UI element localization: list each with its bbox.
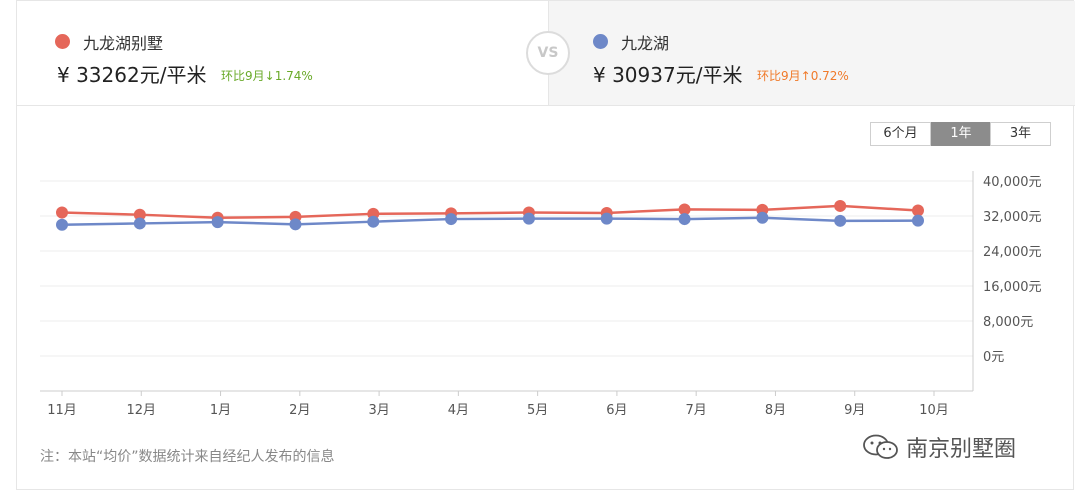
average-price: ¥ 33262元/平米 [57, 63, 207, 87]
x-tick-label: 1月 [210, 403, 231, 418]
data-point[interactable] [56, 206, 68, 219]
x-tick-label: 3月 [368, 403, 389, 418]
month-change: 环比9月↓1.74% [221, 69, 313, 83]
community-name: 九龙湖别墅 [83, 34, 164, 53]
data-point[interactable] [834, 214, 847, 227]
x-tick-label: 7月 [686, 403, 707, 418]
range-tab-1-year[interactable]: 1年 [931, 122, 991, 146]
range-tab-6-months[interactable]: 6个月 [870, 122, 931, 146]
price-compare-card: 九龙湖别墅 ¥ 33262元/平米 环比9月↓1.74% 九龙湖 ¥ 30937… [16, 0, 1075, 490]
watermark-text: 南京别墅圈 [906, 437, 1017, 462]
data-point[interactable] [912, 214, 924, 227]
month-change: 环比9月↑0.72% [757, 69, 849, 83]
y-tick-label: 8,000元 [983, 315, 1033, 330]
data-point[interactable] [367, 215, 380, 228]
series-color-dot [593, 34, 608, 49]
data-point[interactable] [756, 211, 769, 224]
compare-right-panel: 九龙湖 ¥ 30937元/平米 环比9月↑0.72% [548, 1, 1075, 106]
data-source-note: 注：本站“均价”数据统计来自经纪人发布的信息 [40, 449, 335, 465]
y-tick-label: 24,000元 [983, 245, 1042, 260]
community-name: 九龙湖 [621, 34, 670, 53]
x-tick-label: 4月 [448, 403, 469, 418]
x-tick-label: 11月 [47, 403, 77, 418]
data-point[interactable] [912, 204, 924, 217]
y-tick-label: 0元 [983, 350, 1004, 365]
data-point[interactable] [678, 203, 691, 216]
x-tick-label: 2月 [289, 403, 310, 418]
data-point[interactable] [678, 213, 691, 226]
x-tick-label: 9月 [844, 403, 865, 418]
data-point[interactable] [445, 213, 458, 226]
data-point[interactable] [834, 199, 847, 212]
series-line-villa [61, 204, 919, 220]
data-point[interactable] [211, 216, 224, 229]
x-tick-label: 12月 [126, 403, 156, 418]
x-tick-label: 6月 [606, 403, 627, 418]
wechat-icon [863, 434, 898, 459]
series-line-district [61, 216, 919, 226]
y-tick-label: 40,000元 [983, 175, 1042, 190]
average-price: ¥ 30937元/平米 [593, 63, 743, 87]
compare-left-panel: 九龙湖别墅 ¥ 33262元/平米 环比9月↓1.74% [17, 1, 548, 106]
data-point[interactable] [133, 217, 146, 230]
x-tick-label: 10月 [919, 403, 949, 418]
y-tick-label: 16,000元 [983, 280, 1042, 295]
data-point[interactable] [56, 218, 68, 231]
range-tab-3-years[interactable]: 3年 [990, 122, 1051, 146]
y-tick-label: 32,000元 [983, 210, 1042, 225]
x-tick-label: 5月 [527, 403, 548, 418]
series-color-dot [55, 34, 70, 49]
data-point[interactable] [522, 212, 535, 225]
data-point[interactable] [289, 218, 302, 231]
data-point[interactable] [600, 212, 613, 225]
data-point[interactable] [133, 208, 146, 221]
vs-badge: VS [526, 31, 570, 75]
watermark: 南京别墅圈 [862, 430, 1016, 464]
x-tick-label: 8月 [765, 403, 786, 418]
